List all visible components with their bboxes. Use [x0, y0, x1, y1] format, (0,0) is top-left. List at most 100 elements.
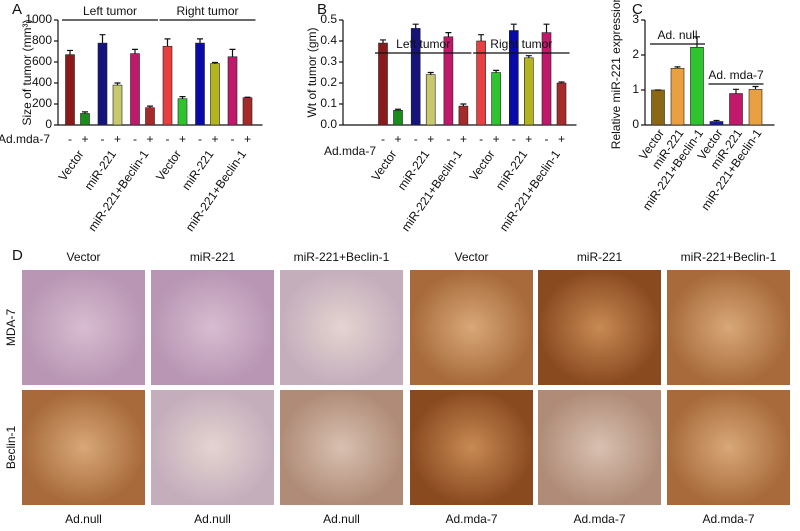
y-tick-label: 400: [32, 75, 52, 89]
micrograph: [538, 390, 661, 505]
error-bar: [197, 38, 203, 44]
treatment-label: Ad.mda-7: [573, 512, 625, 526]
bar: [145, 107, 155, 126]
error-bar: [147, 105, 153, 108]
column-label: miR-221: [190, 250, 236, 264]
bar: [491, 72, 501, 126]
section-label: Ad. mda-7: [708, 68, 764, 82]
treatment-label: Ad.null: [323, 512, 360, 526]
error-bar: [412, 23, 419, 29]
column-label: Vector: [454, 250, 488, 264]
error-bar: [380, 39, 386, 44]
bar: [670, 68, 685, 126]
error-bar: [114, 82, 121, 86]
y-tick-label: 0.5: [320, 12, 337, 26]
micrograph: [151, 270, 274, 385]
error-bar: [229, 48, 236, 57]
x-tick-label: -: [101, 132, 105, 146]
group-label: miR-221+Beclin-1: [399, 147, 466, 234]
micrograph: [22, 270, 145, 385]
x-tick-label: +: [211, 132, 218, 146]
bar: [210, 63, 220, 126]
x-tick-label: -: [414, 132, 418, 146]
error-bar: [460, 103, 467, 107]
error-bar: [427, 71, 434, 75]
group-label: miR-221+Beclin-1: [85, 147, 152, 234]
column-label: Vector: [66, 250, 100, 264]
panel-letter: C: [632, 1, 643, 18]
bar: [523, 57, 534, 126]
bar: [227, 56, 238, 126]
error-bar: [395, 108, 401, 111]
row-label: MDA-7: [4, 309, 18, 347]
x-tick-label: -: [198, 132, 202, 146]
y-tick-label: 0: [632, 117, 639, 131]
section-label: Ad. null: [657, 28, 697, 42]
group-label: miR-221+Beclin-1: [183, 147, 250, 234]
error-bar: [82, 111, 88, 114]
bar: [378, 42, 388, 126]
y-tick-label: 0.3: [320, 54, 337, 68]
y-axis-title: Size of tumor (mm³): [20, 19, 34, 125]
x-tick-label: -: [133, 132, 137, 146]
x-tick-label: -: [446, 132, 450, 146]
y-axis-title: Relative miR-221 expression: [609, 0, 623, 149]
y-tick-label: 0.1: [320, 96, 337, 110]
column-label: miR-221+Beclin-1: [294, 250, 390, 264]
micrograph: [410, 270, 533, 385]
error-bar: [212, 61, 218, 64]
bar: [458, 105, 469, 126]
bar: [393, 110, 403, 126]
y-tick-label: 2: [632, 47, 639, 61]
error-bar: [694, 36, 700, 48]
x-tick-label: -: [545, 132, 549, 146]
row-label: Beclin-1: [4, 426, 18, 470]
column-label: miR-221+Beclin-1: [681, 250, 777, 264]
bar: [709, 121, 724, 126]
bar: [65, 54, 75, 126]
y-tick-label: 3: [632, 12, 639, 26]
row-label: Ad.mda-7: [324, 144, 376, 158]
y-tick-label: 1: [632, 82, 639, 96]
y-tick-label: 0.0: [320, 117, 337, 131]
x-tick-label: -: [512, 132, 516, 146]
error-bar: [525, 55, 532, 58]
error-bar: [478, 34, 485, 41]
bar: [242, 97, 253, 126]
error-bar: [674, 66, 681, 69]
section-label: Left tumor: [396, 37, 450, 51]
error-bar: [733, 88, 739, 94]
micrograph: [151, 390, 274, 505]
y-tick-label: 0.2: [320, 75, 337, 89]
bar: [729, 93, 743, 126]
error-bar: [179, 96, 186, 99]
panel-letter: D: [12, 247, 23, 264]
y-tick-label: 0: [45, 117, 52, 131]
error-bar: [558, 81, 565, 83]
treatment-label: Ad.null: [194, 512, 231, 526]
bar: [162, 45, 173, 126]
group-label: miR-221+Beclin-1: [497, 147, 564, 234]
column-label: miR-221: [577, 250, 623, 264]
y-tick-label: 600: [32, 54, 52, 68]
panel-letter: A: [12, 1, 22, 18]
bar: [425, 74, 436, 126]
error-bar: [244, 96, 251, 98]
error-bar: [164, 38, 171, 47]
section-label: Left tumor: [83, 4, 137, 18]
group-label: Vector: [153, 148, 184, 184]
x-tick-label: -: [166, 132, 170, 146]
x-tick-label: +: [394, 132, 401, 146]
error-bar: [493, 69, 500, 73]
bar: [748, 89, 763, 126]
x-tick-label: +: [427, 132, 434, 146]
micrograph: [280, 270, 403, 385]
x-tick-label: -: [231, 132, 235, 146]
bar: [97, 42, 108, 126]
x-tick-label: +: [114, 132, 121, 146]
error-bar: [713, 119, 720, 122]
bar: [195, 42, 205, 126]
treatment-label: Ad.mda-7: [445, 512, 497, 526]
micrograph: [538, 270, 661, 385]
